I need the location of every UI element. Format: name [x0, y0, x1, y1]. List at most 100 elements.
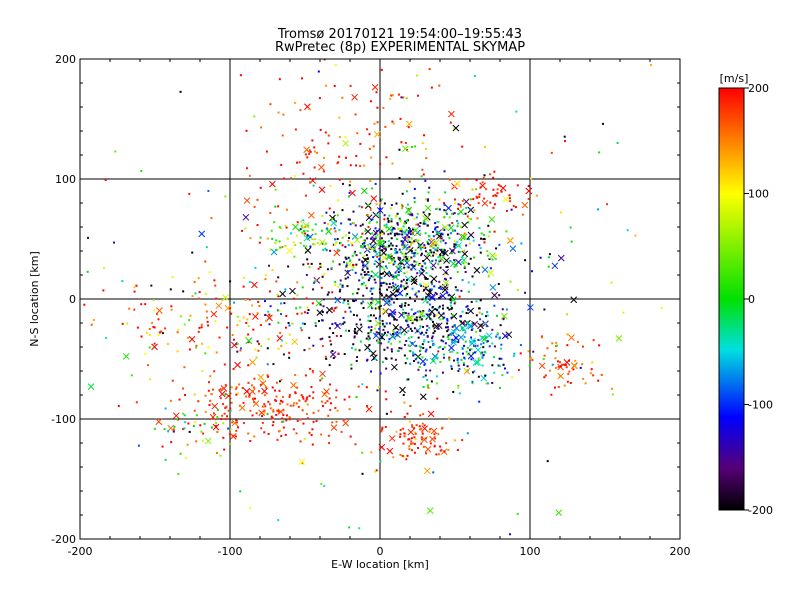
data-point	[269, 407, 272, 410]
data-point	[382, 260, 385, 263]
data-point	[434, 228, 437, 231]
data-point	[451, 314, 454, 317]
data-point	[157, 318, 160, 321]
data-point	[449, 277, 452, 280]
data-point	[498, 336, 501, 339]
data-point	[295, 234, 298, 237]
data-point	[241, 386, 244, 389]
data-point	[412, 313, 415, 316]
data-point	[589, 372, 592, 375]
data-point	[334, 406, 337, 409]
data-point	[449, 232, 452, 235]
data-point	[219, 397, 222, 400]
data-point	[406, 271, 409, 274]
data-point	[447, 294, 450, 297]
data-point	[204, 292, 207, 295]
data-point	[200, 323, 203, 326]
data-point	[376, 340, 379, 343]
data-point-x	[386, 447, 394, 455]
data-point	[394, 311, 397, 314]
data-point	[407, 312, 410, 315]
data-point	[273, 221, 276, 224]
data-point	[235, 421, 238, 424]
data-point	[483, 197, 486, 200]
data-point	[453, 359, 456, 362]
data-point	[375, 203, 378, 206]
data-point-x	[401, 243, 409, 251]
data-point	[379, 162, 382, 165]
data-point	[403, 288, 406, 291]
colorbar-tick-label: -200	[748, 504, 773, 517]
data-point	[387, 314, 390, 317]
data-point	[358, 279, 361, 282]
data-point	[402, 241, 405, 244]
data-point	[381, 428, 384, 431]
data-point	[569, 381, 572, 384]
data-point-x	[459, 324, 467, 332]
data-point	[323, 156, 326, 159]
data-point	[404, 312, 407, 315]
data-point	[404, 232, 407, 235]
data-point	[253, 377, 256, 380]
data-point-x	[378, 333, 386, 341]
data-point	[282, 420, 285, 423]
data-point	[413, 201, 416, 204]
data-point	[527, 350, 530, 353]
data-point	[280, 302, 283, 305]
data-point-x	[452, 124, 460, 132]
data-point	[381, 249, 384, 252]
data-point	[380, 276, 383, 279]
data-point	[390, 348, 393, 351]
data-point	[375, 221, 378, 224]
data-point	[341, 182, 344, 185]
data-point	[390, 357, 393, 360]
data-point	[390, 286, 393, 289]
data-point	[461, 278, 464, 281]
data-point	[392, 263, 395, 266]
data-point	[423, 363, 426, 366]
data-point	[269, 103, 272, 106]
data-point	[242, 316, 245, 319]
data-point	[313, 146, 316, 149]
data-point	[351, 292, 354, 295]
data-point	[188, 192, 191, 195]
data-point	[408, 245, 411, 248]
data-point-x	[407, 428, 415, 436]
data-point	[367, 260, 370, 263]
data-point	[411, 263, 414, 266]
data-point	[404, 222, 407, 225]
data-point	[305, 273, 308, 276]
data-point	[369, 320, 372, 323]
data-point	[409, 243, 412, 246]
data-point	[484, 335, 487, 338]
data-point	[354, 271, 357, 274]
data-point	[208, 404, 211, 407]
data-point	[453, 439, 456, 442]
data-point	[363, 271, 366, 274]
data-point	[216, 430, 219, 433]
data-point	[413, 254, 416, 257]
data-point	[385, 156, 388, 159]
data-point	[492, 194, 495, 197]
data-point	[407, 337, 410, 340]
data-point	[294, 374, 297, 377]
data-point	[448, 216, 451, 219]
colorbar-label: [m/s]	[720, 72, 749, 85]
data-point	[389, 254, 392, 257]
data-point	[294, 392, 297, 395]
data-point	[288, 351, 291, 354]
data-point	[463, 335, 466, 338]
data-point	[497, 332, 500, 335]
data-point	[301, 77, 304, 80]
data-point	[466, 237, 469, 240]
data-point	[332, 260, 335, 263]
data-point	[265, 150, 268, 153]
y-tick-label: -100	[51, 413, 76, 426]
data-point	[387, 254, 390, 257]
data-point	[366, 257, 369, 260]
data-point	[245, 321, 248, 324]
data-point	[417, 336, 420, 339]
data-point	[314, 279, 317, 282]
data-point	[433, 433, 436, 436]
data-point	[302, 172, 305, 175]
